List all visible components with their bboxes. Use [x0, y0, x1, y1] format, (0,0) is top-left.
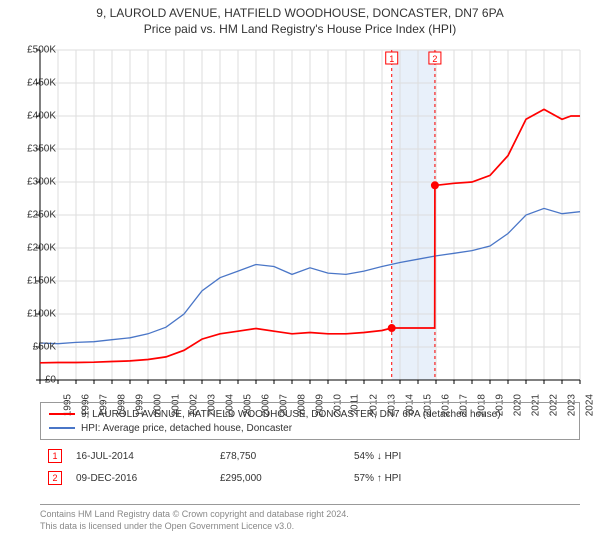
legend-row-property: 9, LAUROLD AVENUE, HATFIELD WOODHOUSE, D…: [49, 407, 571, 421]
footer-line-2: This data is licensed under the Open Gov…: [40, 521, 580, 533]
chart-title: 9, LAUROLD AVENUE, HATFIELD WOODHOUSE, D…: [0, 0, 600, 37]
y-tick-label: £250K: [27, 210, 56, 221]
chart-svg: 12: [40, 50, 580, 380]
footer-line-1: Contains HM Land Registry data © Crown c…: [40, 509, 580, 521]
title-line-1: 9, LAUROLD AVENUE, HATFIELD WOODHOUSE, D…: [0, 6, 600, 22]
y-tick-label: £500K: [27, 45, 56, 56]
table-row: 2 09-DEC-2016 £295,000 57% ↑ HPI: [42, 468, 407, 488]
footer-attribution: Contains HM Land Registry data © Crown c…: [40, 504, 580, 532]
chart-plot-area: 12: [40, 50, 580, 380]
y-tick-label: £450K: [27, 78, 56, 89]
legend-box: 9, LAUROLD AVENUE, HATFIELD WOODHOUSE, D…: [40, 402, 580, 440]
y-tick-label: £400K: [27, 111, 56, 122]
y-tick-label: £150K: [27, 276, 56, 287]
marker-date-1: 16-JUL-2014: [70, 446, 212, 466]
y-tick-label: £100K: [27, 309, 56, 320]
y-tick-label: £0: [45, 375, 56, 386]
svg-text:2: 2: [432, 54, 437, 64]
legend-swatch-property: [49, 413, 75, 415]
marker-date-2: 09-DEC-2016: [70, 468, 212, 488]
marker-num-1: 1: [48, 449, 62, 463]
marker-num-2: 2: [48, 471, 62, 485]
y-tick-label: £350K: [27, 144, 56, 155]
y-tick-label: £200K: [27, 243, 56, 254]
marker-pct-2: 57% ↑ HPI: [348, 468, 407, 488]
title-line-2: Price paid vs. HM Land Registry's House …: [0, 22, 600, 38]
legend-label-hpi: HPI: Average price, detached house, Donc…: [81, 423, 292, 434]
legend-label-property: 9, LAUROLD AVENUE, HATFIELD WOODHOUSE, D…: [81, 409, 501, 420]
markers-table: 1 16-JUL-2014 £78,750 54% ↓ HPI 2 09-DEC…: [40, 444, 409, 490]
legend-swatch-hpi: [49, 427, 75, 429]
marker-price-1: £78,750: [214, 446, 346, 466]
svg-text:1: 1: [389, 54, 394, 64]
y-tick-label: £50K: [33, 342, 56, 353]
chart-container: 9, LAUROLD AVENUE, HATFIELD WOODHOUSE, D…: [0, 0, 600, 560]
marker-price-2: £295,000: [214, 468, 346, 488]
y-tick-label: £300K: [27, 177, 56, 188]
x-tick-label: 2024: [584, 394, 595, 416]
table-row: 1 16-JUL-2014 £78,750 54% ↓ HPI: [42, 446, 407, 466]
legend-row-hpi: HPI: Average price, detached house, Donc…: [49, 421, 571, 435]
marker-pct-1: 54% ↓ HPI: [348, 446, 407, 466]
